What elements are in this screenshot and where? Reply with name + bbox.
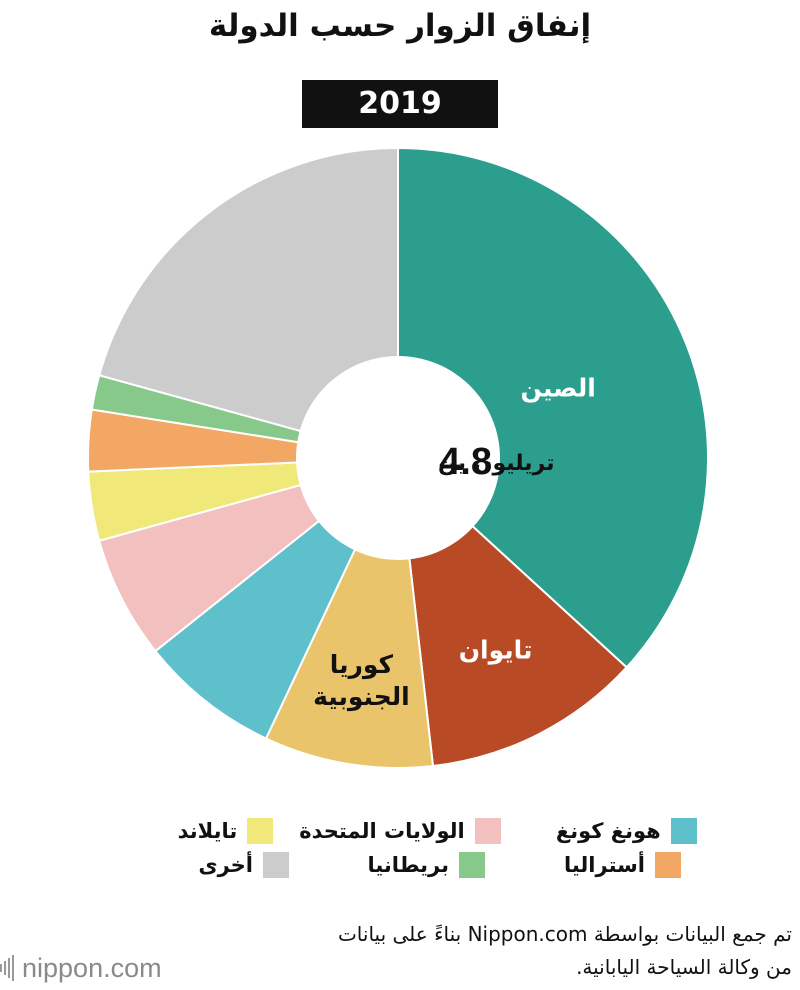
year-badge: 2019 — [302, 80, 498, 128]
legend-label-other: أخرى — [198, 853, 253, 877]
legend-row-2: أستراليا بريطانيا أخرى — [0, 848, 800, 882]
donut-hole — [296, 356, 500, 560]
legend-label-britain: بريطانيا — [367, 853, 449, 877]
pie-slice-9 — [98, 146, 399, 460]
legend-label-thailand: تايلاند — [177, 819, 238, 843]
logo-suffix: .com — [103, 952, 162, 983]
legend-item-hong-kong: هونغ كونغ — [527, 818, 697, 844]
legend-swatch-other — [263, 852, 289, 878]
chart-legend: هونغ كونغ الولايات المتحدة تايلاند أسترا… — [0, 814, 800, 882]
source-line-2: من وكالة السياحة اليابانية. — [576, 955, 792, 979]
donut-chart: الصين تايوان كوريا الجنوبية 4.8 تريليون ين — [87, 146, 709, 769]
legend-item-britain: بريطانيا — [315, 852, 485, 878]
legend-item-thailand: تايلاند — [103, 818, 274, 844]
legend-item-other: أخرى — [119, 852, 289, 878]
pie-slice-1 — [397, 146, 709, 669]
legend-swatch-united-states — [474, 818, 501, 844]
legend-item-australia: أستراليا — [511, 852, 681, 878]
pie-slice-labels: الصين تايوان كوريا الجنوبية — [313, 373, 596, 712]
legend-label-australia: أستراليا — [563, 853, 645, 877]
pie-slice-label-1: الصين — [521, 373, 596, 403]
center-total-unit: تريليون ين — [438, 451, 554, 476]
nippon-logo: nippon .com — [0, 950, 162, 986]
source-note: تم جمع البيانات بواسطة Nippon.com بناءً … — [232, 918, 792, 984]
center-total-label: 4.8 تريليون ين — [438, 441, 554, 483]
legend-row-1: هونغ كونغ الولايات المتحدة تايلاند — [0, 814, 800, 848]
legend-swatch-hong-kong — [670, 818, 697, 844]
source-line-1: تم جمع البيانات بواسطة Nippon.com بناءً … — [337, 922, 792, 946]
center-total-value: 4.8 — [439, 441, 492, 483]
logo-bars-icon — [0, 955, 14, 981]
pie-slice-label-2: تايوان — [459, 636, 533, 666]
legend-swatch-britain — [459, 852, 485, 878]
legend-item-united-states: الولايات المتحدة — [299, 818, 501, 844]
pie-slice-label-3: كوريا الجنوبية — [313, 650, 410, 712]
legend-label-united-states: الولايات المتحدة — [299, 819, 465, 843]
chart-title: إنفاق الزوار حسب الدولة — [208, 8, 592, 44]
logo-name: nippon — [22, 952, 104, 983]
legend-swatch-australia — [655, 852, 681, 878]
legend-label-hong-kong: هونغ كونغ — [555, 819, 661, 843]
legend-swatch-thailand — [247, 818, 274, 844]
